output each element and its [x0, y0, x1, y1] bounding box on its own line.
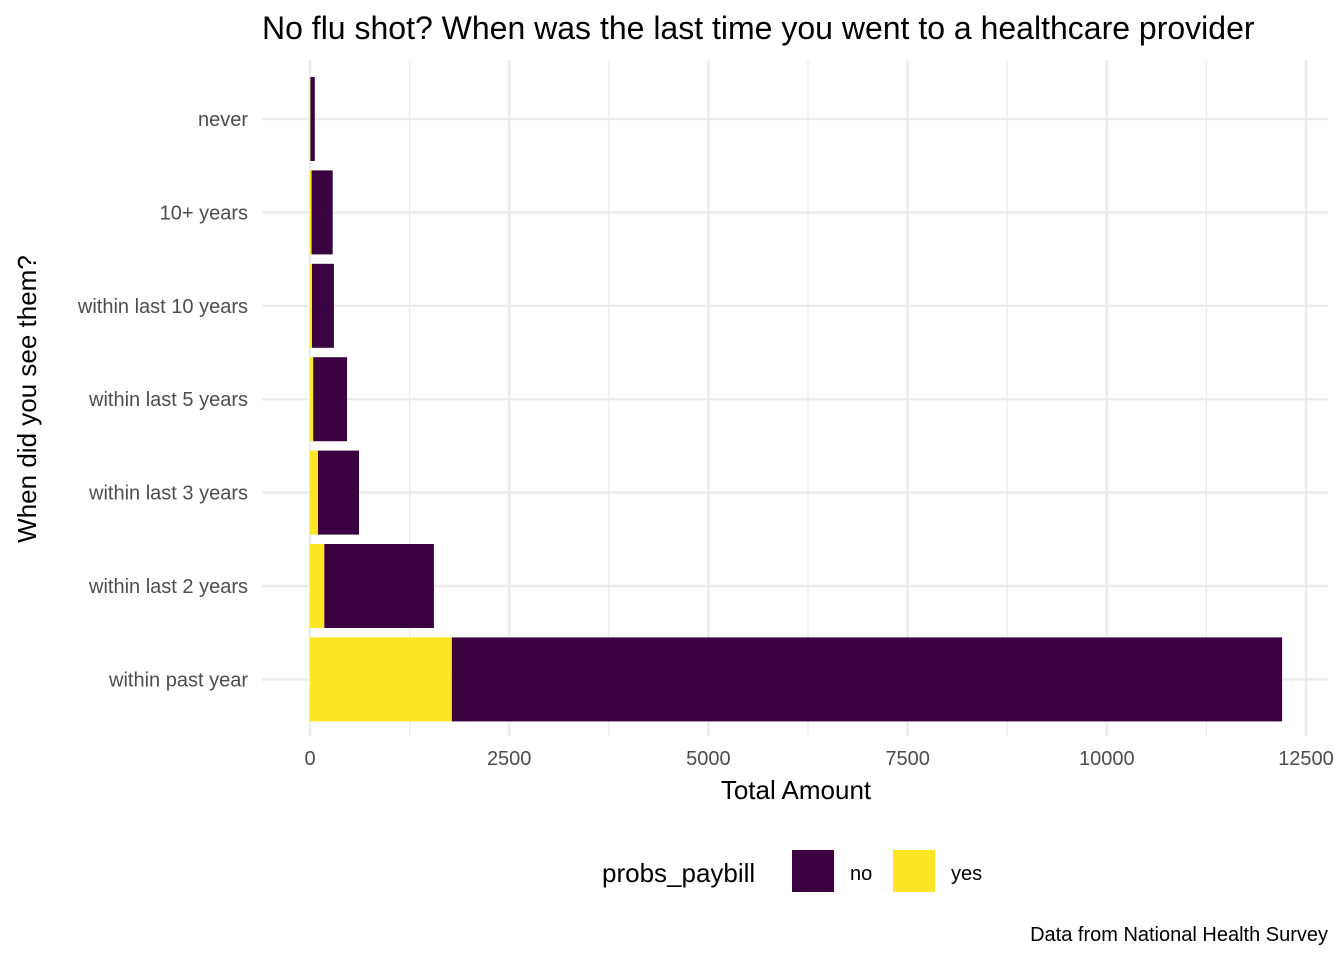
legend-label-yes: yes	[951, 863, 982, 885]
legend-label-no: no	[850, 863, 872, 885]
x-tick-labels: 0 2500 5000 7500 10000 12500	[304, 748, 1333, 770]
x-tick-label: 7500	[885, 748, 930, 770]
bar-yes-within-last-5-years	[310, 357, 314, 442]
y-tick-label: within last 3 years	[88, 483, 248, 505]
bar-no-within-last-3-years	[317, 450, 360, 535]
grid	[262, 60, 1328, 736]
x-axis-title: Total Amount	[721, 775, 872, 805]
bar-no-within-last-2-years	[324, 544, 434, 628]
chart-title: No flu shot? When was the last time you …	[262, 10, 1255, 46]
bar-no-within-past-year	[451, 637, 1283, 722]
bar-no-within-last-10-years	[311, 263, 334, 348]
x-tick-label: 10000	[1079, 748, 1135, 770]
y-tick-labels: never 10+ years within last 10 years within…	[77, 109, 248, 691]
y-tick-label: within last 2 years	[88, 576, 248, 598]
x-tick-label: 12500	[1278, 748, 1334, 770]
bar-no-10-years	[311, 170, 333, 255]
y-tick-label: within past year	[108, 669, 248, 691]
legend-swatch-no	[792, 850, 834, 892]
bar-yes-within-last-10-years	[310, 263, 312, 348]
x-tick-label: 2500	[487, 748, 532, 770]
bar-yes-within-last-3-years	[310, 450, 318, 535]
bar-yes-10-years	[310, 170, 312, 255]
bar-no-within-last-5-years	[313, 357, 348, 442]
y-tick-label: never	[198, 109, 248, 131]
bar-yes-within-past-year	[310, 637, 452, 722]
bar-yes-within-last-2-years	[310, 544, 325, 628]
bar-no-never	[310, 77, 315, 161]
y-axis-title: When did you see them?	[12, 255, 42, 543]
caption: Data from National Health Survey	[1030, 924, 1328, 946]
legend-title: probs_paybill	[602, 858, 755, 888]
x-tick-label: 0	[304, 748, 315, 770]
y-tick-label: within last 5 years	[88, 389, 248, 411]
bars	[310, 77, 1283, 722]
legend-swatch-yes	[893, 850, 935, 892]
legend: probs_paybill no yes	[602, 850, 982, 892]
x-tick-label: 5000	[686, 748, 731, 770]
y-tick-label: within last 10 years	[77, 296, 248, 318]
y-tick-label: 10+ years	[160, 202, 248, 224]
